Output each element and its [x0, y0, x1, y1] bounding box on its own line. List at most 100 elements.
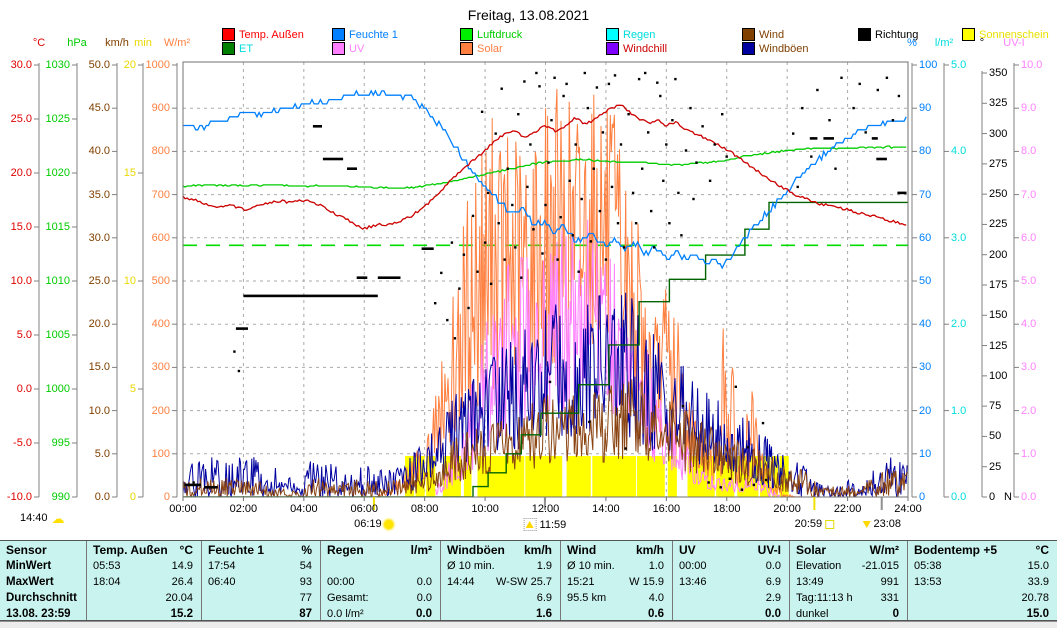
direction-dot	[489, 282, 493, 285]
axis-tick-label-kmh: 45.0	[88, 102, 110, 115]
marker-label: 11:59	[539, 518, 567, 531]
direction-run	[897, 191, 907, 195]
table-header-wind: Wind km/h	[567, 543, 664, 558]
direction-dot	[852, 106, 855, 110]
direction-dot	[613, 74, 617, 77]
axis-tick-label-pct: 40	[919, 318, 932, 331]
x-tick-label: 02:00	[229, 503, 258, 515]
table-header-uv: UV UV-I	[679, 543, 781, 558]
axis-tick-label-lm2: 4.0	[951, 145, 967, 158]
column-unit: l/m²	[410, 543, 432, 557]
marker-label: 06:19	[354, 518, 382, 530]
cell-label: 06:40	[208, 576, 236, 588]
arrow-up-icon	[526, 521, 535, 528]
legend-label: Windchill	[623, 42, 668, 55]
axis-tick-label-temp: -10.0	[6, 491, 32, 503]
direction-dot	[689, 106, 692, 110]
axis-tick-label-kmh: 50.0	[88, 59, 110, 71]
axis-tick-label-hpa: 1000	[45, 383, 70, 395]
table-row: 06:40 93	[208, 574, 312, 590]
table-row: 0.0	[679, 606, 781, 622]
axis-header-deg: °	[979, 37, 985, 49]
table-row: 15.0	[914, 606, 1049, 622]
legend-label: ET	[239, 42, 254, 55]
cell-label: 15:21	[567, 576, 595, 588]
axis-tick-label-kmh: 10.0	[88, 404, 110, 417]
column-unit: km/h	[635, 543, 664, 557]
axis-tick-label-wm2: 1000	[145, 59, 170, 71]
series-uv	[435, 219, 781, 497]
direction-dot	[568, 179, 571, 182]
cell-label: 13.08. 23:59	[6, 608, 71, 620]
direction-dot	[668, 222, 671, 225]
table-row: 13.08. 23:59	[6, 606, 78, 622]
legend-item-uv: UV	[332, 42, 364, 55]
direction-run	[322, 157, 344, 161]
direction-dot	[858, 82, 861, 86]
cell-value: 15.2	[170, 608, 193, 620]
cell-value: 15.0	[1026, 608, 1049, 620]
cell-label: 00:00	[679, 560, 707, 572]
direction-dot	[592, 167, 595, 170]
axis-header-kmh: km/h	[105, 37, 129, 49]
legend-label: Temp. Außen	[239, 28, 304, 41]
direction-dot	[897, 94, 901, 98]
axis-tick-label-pct: 100	[919, 59, 938, 71]
axis-tick-label-pct: 70	[919, 188, 932, 201]
direction-dot	[453, 337, 457, 340]
axis-tick-label-hpa: 1015	[45, 221, 70, 233]
x-tick-label: 16:00	[652, 503, 681, 515]
legend-swatch	[742, 42, 755, 55]
cell-value: 0.0	[765, 560, 781, 572]
cell-value: 0.6	[648, 608, 664, 620]
series-solar	[376, 88, 804, 497]
direction-dot	[810, 155, 813, 158]
direction-dot	[876, 88, 879, 92]
direction-dot	[692, 197, 695, 201]
direction-run	[809, 137, 818, 140]
table-row: 17:54 54	[208, 558, 312, 574]
axis-tick-label-temp: 20.0	[10, 167, 32, 179]
direction-dot	[544, 203, 547, 207]
direction-run	[347, 167, 357, 170]
sunshine-bar	[463, 456, 472, 497]
axis-tick-label-wm2: 600	[151, 231, 170, 244]
legend-swatch	[962, 28, 975, 41]
direction-dot	[707, 481, 710, 484]
cell-value: 15.0	[1027, 560, 1049, 572]
table-row: 0.6	[567, 606, 664, 622]
sunshine-bar	[477, 456, 525, 497]
direction-dot	[577, 270, 580, 273]
direction-dot	[506, 167, 509, 170]
direction-dot	[734, 385, 737, 388]
direction-dot	[494, 132, 497, 135]
direction-dot	[796, 185, 799, 189]
x-tick-label: 00:00	[169, 503, 197, 515]
table-row: 77	[208, 590, 312, 606]
direction-dot	[550, 119, 553, 122]
cell-value: 0	[892, 608, 899, 620]
legend-swatch	[742, 28, 755, 41]
axis-extra-label-deg: N	[1004, 491, 1012, 503]
legend-label: Regen	[623, 28, 656, 41]
table-row: Ø 10 min. 1.9	[447, 558, 552, 574]
series-wind	[183, 379, 908, 497]
cloud-icon: ☁	[51, 511, 65, 526]
cell-value: 54	[299, 560, 312, 572]
direction-dot	[434, 302, 437, 305]
table-column-wind: Wind km/h Ø 10 min. 1.0 15:21 W 15.9 95.5 km 4.…	[560, 541, 672, 620]
axis-tick-label-kmh: 5.0	[94, 447, 110, 460]
direction-dot	[885, 76, 889, 79]
column-unit: W/m²	[869, 543, 899, 557]
direction-dot	[486, 191, 490, 195]
direction-dot	[541, 252, 544, 255]
legend-swatch	[222, 28, 235, 41]
legend-item-luftdruck: Luftdruck	[460, 28, 522, 41]
marker-sunrise: 06:19	[354, 518, 394, 530]
direction-dot	[662, 179, 665, 182]
axis-tick-label-kmh: 15.0	[88, 361, 110, 374]
axis-tick-label-min: 0	[129, 491, 136, 503]
x-tick-label: 18:00	[712, 503, 741, 515]
direction-dot	[476, 270, 479, 273]
table-row: 6.9	[447, 590, 552, 606]
